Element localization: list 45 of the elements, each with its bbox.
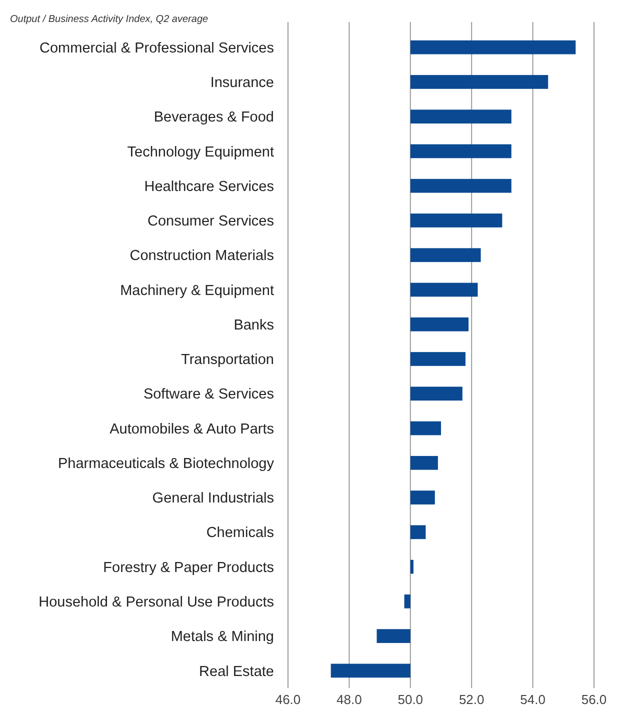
y-tick-label: Automobiles & Auto Parts <box>110 421 274 438</box>
bar <box>410 248 481 262</box>
bar <box>410 178 512 193</box>
bar <box>376 629 410 643</box>
y-tick-label: Construction Materials <box>130 248 274 264</box>
y-tick-label: Consumer Services <box>147 214 274 230</box>
y-tick-label: Commercial & Professional Services <box>40 40 274 56</box>
bar <box>410 144 512 158</box>
bar <box>410 282 478 297</box>
y-tick-label: Software & Services <box>143 386 274 403</box>
x-tick-label: 52.0 <box>458 692 484 707</box>
y-tick-label: Household & Personal Use Products <box>38 594 274 610</box>
bar <box>404 594 410 608</box>
bar <box>410 560 414 574</box>
bar <box>410 386 462 401</box>
y-tick-label: Transportation <box>181 352 274 368</box>
x-tick-label: 54.0 <box>520 692 546 707</box>
bar <box>410 40 576 54</box>
bar <box>410 421 441 436</box>
y-tick-label: Real Estate <box>199 664 274 680</box>
bar <box>410 317 469 332</box>
y-tick-label: Technology Equipment <box>127 144 274 160</box>
y-tick-label: Beverages & Food <box>154 110 274 126</box>
bar <box>410 75 548 89</box>
x-tick-label: 56.0 <box>581 692 607 707</box>
x-tick-label: 48.0 <box>336 692 362 707</box>
y-tick-label: General Industrials <box>152 490 274 507</box>
bar <box>330 664 410 678</box>
bar <box>410 490 435 504</box>
y-tick-label: Metals & Mining <box>170 629 274 646</box>
y-tick-label: Forestry & Paper Products <box>103 560 274 576</box>
bar <box>410 525 426 540</box>
bar <box>410 214 502 228</box>
y-tick-label: Pharmaceuticals & Biotechnology <box>58 456 275 472</box>
y-tick-label: Chemicals <box>206 525 274 542</box>
y-tick-label: Insurance <box>210 75 274 92</box>
bar <box>410 456 438 470</box>
x-tick-label: 50.0 <box>398 692 424 707</box>
x-tick-label: 46.0 <box>275 692 301 707</box>
y-tick-label: Healthcare Services <box>144 178 274 195</box>
bar <box>410 110 512 124</box>
y-tick-label: Banks <box>234 317 274 334</box>
bar <box>410 352 466 366</box>
text: Output / Business Activity Index, Q2 average <box>10 14 208 25</box>
y-tick-label: Machinery & Equipment <box>120 282 274 299</box>
